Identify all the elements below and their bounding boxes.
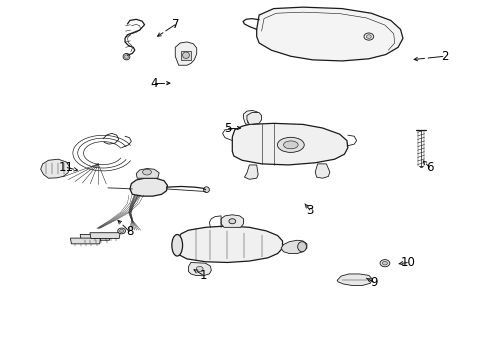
Polygon shape (281, 240, 306, 253)
Text: 5: 5 (224, 122, 231, 135)
Ellipse shape (142, 169, 151, 175)
Ellipse shape (124, 55, 128, 58)
Ellipse shape (203, 187, 209, 193)
Polygon shape (41, 159, 70, 178)
Polygon shape (181, 51, 190, 59)
Ellipse shape (363, 33, 373, 40)
Polygon shape (221, 215, 243, 227)
Ellipse shape (247, 116, 253, 121)
Text: 8: 8 (126, 225, 133, 238)
Polygon shape (176, 226, 282, 262)
Polygon shape (80, 234, 110, 240)
Text: 7: 7 (172, 18, 180, 31)
Ellipse shape (379, 260, 389, 267)
Polygon shape (246, 116, 254, 122)
Polygon shape (70, 238, 101, 244)
Polygon shape (130, 178, 167, 196)
Text: 6: 6 (425, 161, 433, 174)
Ellipse shape (283, 141, 298, 149)
Text: 11: 11 (59, 161, 74, 174)
Text: 9: 9 (369, 276, 377, 289)
Ellipse shape (366, 35, 370, 39)
Text: 1: 1 (199, 269, 206, 282)
Ellipse shape (118, 228, 125, 234)
Polygon shape (232, 123, 347, 165)
Polygon shape (315, 164, 329, 178)
Ellipse shape (382, 261, 386, 265)
Polygon shape (246, 113, 261, 125)
Polygon shape (90, 233, 120, 238)
Polygon shape (136, 168, 159, 178)
Text: 3: 3 (306, 204, 313, 217)
Ellipse shape (123, 53, 130, 60)
Text: 4: 4 (150, 77, 158, 90)
Polygon shape (256, 7, 402, 61)
Ellipse shape (120, 229, 123, 232)
Ellipse shape (182, 52, 189, 58)
Ellipse shape (196, 266, 203, 271)
Ellipse shape (297, 242, 306, 252)
Text: 2: 2 (440, 50, 447, 63)
Ellipse shape (171, 234, 182, 256)
Polygon shape (175, 42, 196, 65)
Polygon shape (336, 274, 371, 285)
Polygon shape (244, 165, 258, 179)
Polygon shape (188, 262, 211, 276)
Ellipse shape (277, 137, 304, 152)
Ellipse shape (228, 219, 235, 224)
Text: 10: 10 (400, 256, 414, 269)
Polygon shape (243, 111, 259, 125)
